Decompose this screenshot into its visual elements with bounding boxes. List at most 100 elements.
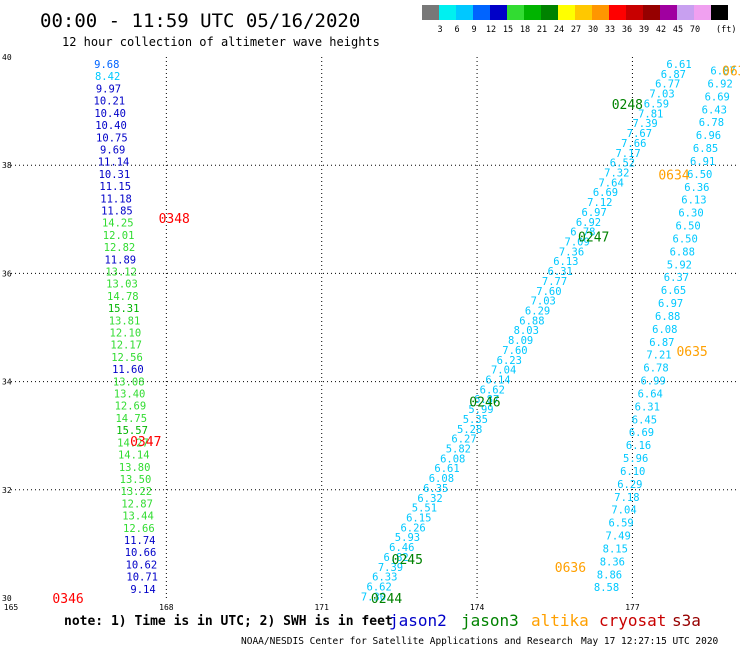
legend-bin-label: 39 [639, 25, 649, 35]
legend-swatch [660, 5, 677, 20]
swh-value-mark: 6.33 [372, 572, 397, 584]
swh-value-mark: 7.64 [598, 177, 623, 189]
swh-value-mark: 7.81 [638, 108, 663, 120]
swh-value-mark: 8.86 [597, 569, 622, 581]
swh-value-mark: 6.87 [649, 337, 674, 349]
swh-value-mark: 6.61 [434, 463, 459, 475]
swh-value-mark: 10.40 [95, 120, 127, 132]
x-tick-label: 168 [159, 603, 174, 612]
swh-value-mark: 11.18 [100, 193, 132, 205]
y-tick-label: 30 [2, 594, 12, 603]
swh-value-mark: 9.69 [100, 144, 125, 156]
swh-value-mark: 6.92 [707, 78, 732, 90]
swh-value-mark: 8.09 [508, 335, 533, 347]
y-tick-label: 38 [2, 161, 12, 170]
swh-value-mark: 10.71 [126, 572, 158, 584]
swh-value-mark: 7.04 [611, 505, 636, 517]
swh-value-mark: 11.60 [112, 364, 144, 376]
legend-bin-label: 36 [622, 25, 632, 35]
legend-swatch [456, 5, 473, 20]
legend-swatch [490, 5, 507, 20]
swh-value-mark: 13.12 [105, 267, 137, 279]
swh-value-mark: 6.69 [593, 187, 618, 199]
legend-swatch [439, 5, 456, 20]
swh-value-mark: 6.65 [661, 285, 686, 297]
swh-value-mark: 6.87 [474, 394, 499, 406]
x-tick-label: 171 [314, 603, 329, 612]
swh-value-mark: 6.50 [675, 221, 700, 233]
swh-value-mark: 6.08 [440, 453, 465, 465]
swh-value-mark: 11.85 [101, 205, 133, 217]
swh-value-mark: 6.30 [678, 208, 703, 220]
y-tick-label: 40 [2, 53, 12, 62]
swh-value-mark: 7.49 [606, 531, 631, 543]
swh-value-mark: 7.21 [646, 350, 671, 362]
swh-value-mark: 12.82 [104, 242, 136, 254]
swh-value-mark: 12.10 [110, 328, 142, 340]
swh-value-mark: 10.40 [94, 108, 126, 120]
swh-value-mark: 6.45 [632, 414, 657, 426]
swh-value-mark: 6.29 [525, 305, 550, 317]
legend-bin-label: 18 [520, 25, 530, 35]
legend-bin-label: 33 [605, 25, 615, 35]
swh-value-mark: 6.37 [664, 272, 689, 284]
swh-value-mark: 6.46 [389, 542, 414, 554]
swh-value-marks: 9.688.429.9710.2110.4010.4010.759.6911.1… [94, 59, 736, 603]
legend-swatch [422, 5, 439, 20]
swh-value-mark: 6.87 [710, 66, 735, 78]
y-tick-label: 34 [2, 378, 12, 387]
swh-value-mark: 6.62 [480, 384, 505, 396]
axis-tick-labels: 30 32 34 36 38 40 165 168 171 174 177 [2, 53, 640, 612]
swh-value-mark: 6.31 [548, 266, 573, 278]
legend-swatch [558, 5, 575, 20]
swh-value-mark: 7.39 [632, 118, 657, 130]
legend-bin-label: 30 [588, 25, 598, 35]
legend-bin-label: 70 [690, 25, 700, 35]
swh-value-mark: 5.28 [457, 424, 482, 436]
swh-value-mark: 13.81 [109, 315, 141, 327]
pass-time-label: 0347 [130, 435, 161, 450]
swh-value-mark: 6.29 [617, 479, 642, 491]
swh-value-mark: 7.67 [627, 128, 652, 140]
swh-value-mark: 13.44 [122, 511, 154, 523]
swh-value-mark: 10.66 [125, 547, 157, 559]
legend-bin-label: 3 [437, 25, 442, 35]
swh-value-mark: 6.87 [661, 69, 686, 81]
legend-unit-label: (ft) [716, 25, 736, 35]
swh-value-mark: 6.59 [608, 518, 633, 530]
swh-value-mark: 6.62 [367, 582, 392, 594]
legend-swatch [694, 5, 711, 20]
swh-value-mark: 9.97 [96, 83, 121, 95]
pass-time-annotations: 0348 0347 0346 0633 0634 0635 0636 0248 0247 0246… [52, 65, 740, 607]
swh-value-mark: 6.61 [666, 59, 691, 71]
swh-value-mark: 11.89 [104, 254, 136, 266]
legend-bin-label: 15 [503, 25, 513, 35]
swh-value-mark: 13.50 [120, 474, 152, 486]
swh-value-mark: 6.50 [687, 169, 712, 181]
swh-value-mark: 7.32 [604, 167, 629, 179]
pass-time-label: 0633 [722, 65, 740, 80]
swh-value-mark: 12.56 [111, 352, 143, 364]
swh-value-mark: 6.96 [696, 130, 721, 142]
swh-value-mark: 7.60 [536, 286, 561, 298]
swh-value-mark: 13.80 [119, 462, 151, 474]
swh-value-mark: 6.43 [702, 104, 727, 116]
legend-swatch [677, 5, 694, 20]
mission-label-s3a: s3a [672, 611, 701, 630]
swh-value-mark: 6.69 [629, 427, 654, 439]
swh-value-mark: 10.31 [99, 169, 131, 181]
swh-value-mark: 6.16 [626, 440, 651, 452]
swh-value-mark: 6.59 [644, 98, 669, 110]
pass-time-label: 0245 [392, 553, 423, 568]
swh-value-mark: 6.88 [655, 311, 680, 323]
swh-value-mark: 5.35 [463, 414, 488, 426]
swh-value-mark: 14.27 [117, 437, 149, 449]
y-tick-label: 36 [2, 269, 12, 278]
swh-value-mark: 11.74 [124, 535, 156, 547]
swh-value-mark: 6.82 [383, 552, 408, 564]
swh-value-mark: 8.03 [514, 325, 539, 337]
swh-value-mark: 6.10 [620, 466, 645, 478]
pass-time-label: 0248 [612, 98, 643, 113]
pass-time-label: 0246 [469, 396, 500, 411]
